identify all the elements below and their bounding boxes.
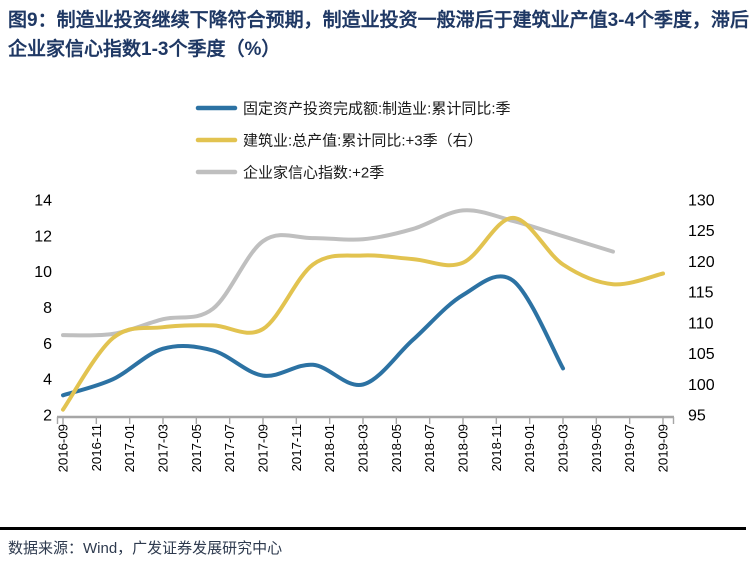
y-axis-right-tick-label: 130 bbox=[688, 193, 715, 210]
y-axis-left-tick-label: 10 bbox=[34, 264, 52, 281]
x-axis-tick-label: 2016-11 bbox=[89, 424, 104, 471]
y-axis-right-tick-label: 95 bbox=[688, 408, 706, 425]
data-source-note: 数据来源：Wind，广发证券发展研究中心 bbox=[8, 540, 283, 557]
x-axis-tick-label: 2018-11 bbox=[489, 424, 504, 471]
series-line-blue bbox=[61, 274, 565, 398]
x-axis-tick-label: 2017-11 bbox=[289, 424, 304, 471]
y-axis-right-tick-label: 125 bbox=[688, 223, 715, 240]
x-axis-tick-label: 2018-09 bbox=[456, 424, 471, 472]
x-axis-tick-label: 2019-03 bbox=[556, 424, 571, 472]
x-axis-tick-label: 2017-07 bbox=[222, 424, 237, 472]
y-axis-right-tick-label: 105 bbox=[688, 346, 715, 363]
x-axis-tick-label: 2017-01 bbox=[122, 424, 137, 472]
y-axis-right-tick-label: 110 bbox=[688, 315, 714, 332]
legend-label-yellow: 建筑业:总产值:累计同比:+3季（右） bbox=[243, 133, 483, 150]
y-axis-left-tick-label: 2 bbox=[43, 408, 52, 425]
x-axis-tick-label: 2019-07 bbox=[622, 424, 637, 472]
x-axis-tick-label: 2018-01 bbox=[322, 424, 337, 472]
x-axis-tick-label: 2017-09 bbox=[256, 424, 271, 472]
x-axis-tick-label: 2017-03 bbox=[156, 424, 171, 472]
figure-title: 图9：制造业投资继续下降符合预期，制造业投资一般滞后于建筑业产值3-4个季度，滞… bbox=[8, 10, 750, 60]
x-axis-tick-label: 2019-01 bbox=[522, 424, 537, 472]
x-axis-tick-label: 2019-09 bbox=[656, 424, 671, 472]
x-axis-tick-label: 2016-09 bbox=[56, 424, 71, 472]
x-axis-tick-label: 2017-05 bbox=[189, 424, 204, 472]
x-axis-tick-label: 2018-03 bbox=[356, 424, 371, 472]
y-axis-right-tick-label: 100 bbox=[688, 377, 715, 394]
footer-divider bbox=[0, 527, 746, 530]
series-line-gray bbox=[61, 208, 615, 338]
x-axis-tick-label: 2018-05 bbox=[389, 424, 404, 472]
y-axis-left-tick-label: 6 bbox=[43, 336, 52, 353]
y-axis-left-tick-label: 12 bbox=[34, 228, 52, 245]
x-axis-tick-label: 2019-05 bbox=[589, 424, 604, 472]
legend-label-blue: 固定资产投资完成额:制造业:累计同比:季 bbox=[243, 101, 511, 118]
series-line-yellow bbox=[61, 215, 665, 412]
y-axis-left-tick-label: 8 bbox=[43, 300, 52, 317]
legend-label-gray: 企业家信心指数:+2季 bbox=[243, 164, 384, 182]
x-axis-tick-label: 2018-07 bbox=[422, 424, 437, 472]
y-axis-left-tick-label: 4 bbox=[43, 372, 52, 389]
y-axis-left-tick-label: 14 bbox=[34, 193, 52, 210]
y-axis-right-tick-label: 115 bbox=[688, 285, 714, 302]
y-axis-right-tick-label: 120 bbox=[688, 254, 715, 271]
